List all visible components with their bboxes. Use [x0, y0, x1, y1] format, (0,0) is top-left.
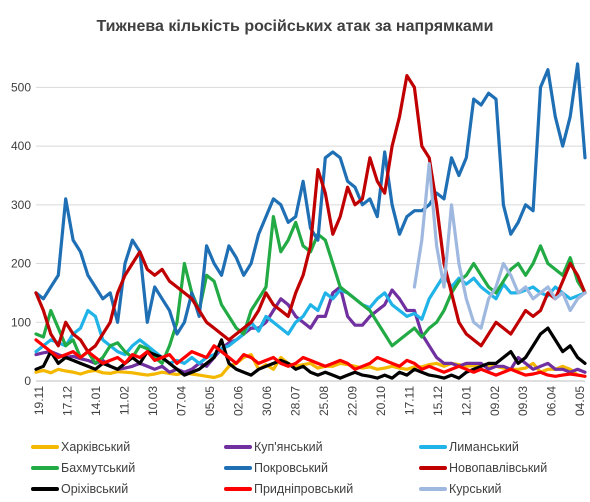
y-tick-label: 500 — [11, 80, 31, 94]
y-tick-label: 400 — [11, 139, 31, 153]
x-tick-label: 20.10 — [374, 386, 388, 416]
legend: Харківський Куп'янський Лиманський Бахмутсь… — [31, 440, 547, 496]
chart-title: Тижнева кількість російських атак за нап… — [97, 18, 494, 35]
series-line-5 — [34, 74, 587, 354]
x-tick-label: 06.04 — [545, 386, 559, 416]
x-tick-label: 04.05 — [573, 386, 587, 416]
legend-label: Куп'янський — [254, 440, 323, 454]
x-tick-label: 11.02 — [118, 386, 132, 415]
x-tick-label: 09.03 — [516, 386, 530, 416]
legend-label: Покровський — [254, 461, 328, 475]
x-tick-label: 30.06 — [260, 386, 274, 416]
series-line-1 — [34, 285, 587, 374]
series-line-7 — [34, 338, 587, 378]
legend-label: Лиманський — [449, 440, 519, 454]
x-tick-label: 14.01 — [89, 386, 103, 416]
x-tick-label: 22.09 — [345, 386, 359, 416]
y-tick-label: 300 — [11, 198, 31, 212]
x-tick-label: 02.06 — [231, 386, 245, 416]
plot-area — [34, 62, 587, 380]
x-tick-label: 15.12 — [431, 386, 445, 416]
x-axis: 19.11 17.12 14.01 11.02 10.03 07.04 05.05 02.06… — [32, 386, 587, 416]
y-tick-label: 200 — [11, 257, 31, 271]
x-tick-label: 19.11 — [32, 386, 46, 415]
x-tick-label: 09.02 — [488, 386, 502, 416]
legend-label: Придніпровський — [254, 482, 353, 496]
series-line-8 — [412, 162, 587, 330]
grid — [36, 86, 585, 382]
legend-label: Новопавлівський — [449, 461, 547, 475]
legend-label: Оріхівський — [61, 482, 128, 496]
x-tick-label: 10.03 — [146, 386, 160, 416]
series-line-4 — [34, 62, 587, 336]
legend-label: Бахмутський — [61, 461, 135, 475]
x-tick-label: 28.07 — [288, 386, 302, 416]
legend-label: Харківський — [61, 440, 130, 454]
x-tick-label: 17.11 — [402, 386, 416, 415]
x-tick-label: 25.08 — [317, 386, 331, 416]
y-axis: 0 100 200 300 400 500 — [11, 80, 31, 388]
y-tick-label: 0 — [24, 374, 31, 388]
x-tick-label: 12.01 — [459, 386, 473, 416]
x-tick-label: 07.04 — [175, 386, 189, 416]
x-tick-label: 17.12 — [61, 386, 75, 416]
legend-label: Курський — [449, 482, 502, 496]
x-tick-label: 05.05 — [203, 386, 217, 416]
y-tick-label: 100 — [11, 315, 31, 329]
